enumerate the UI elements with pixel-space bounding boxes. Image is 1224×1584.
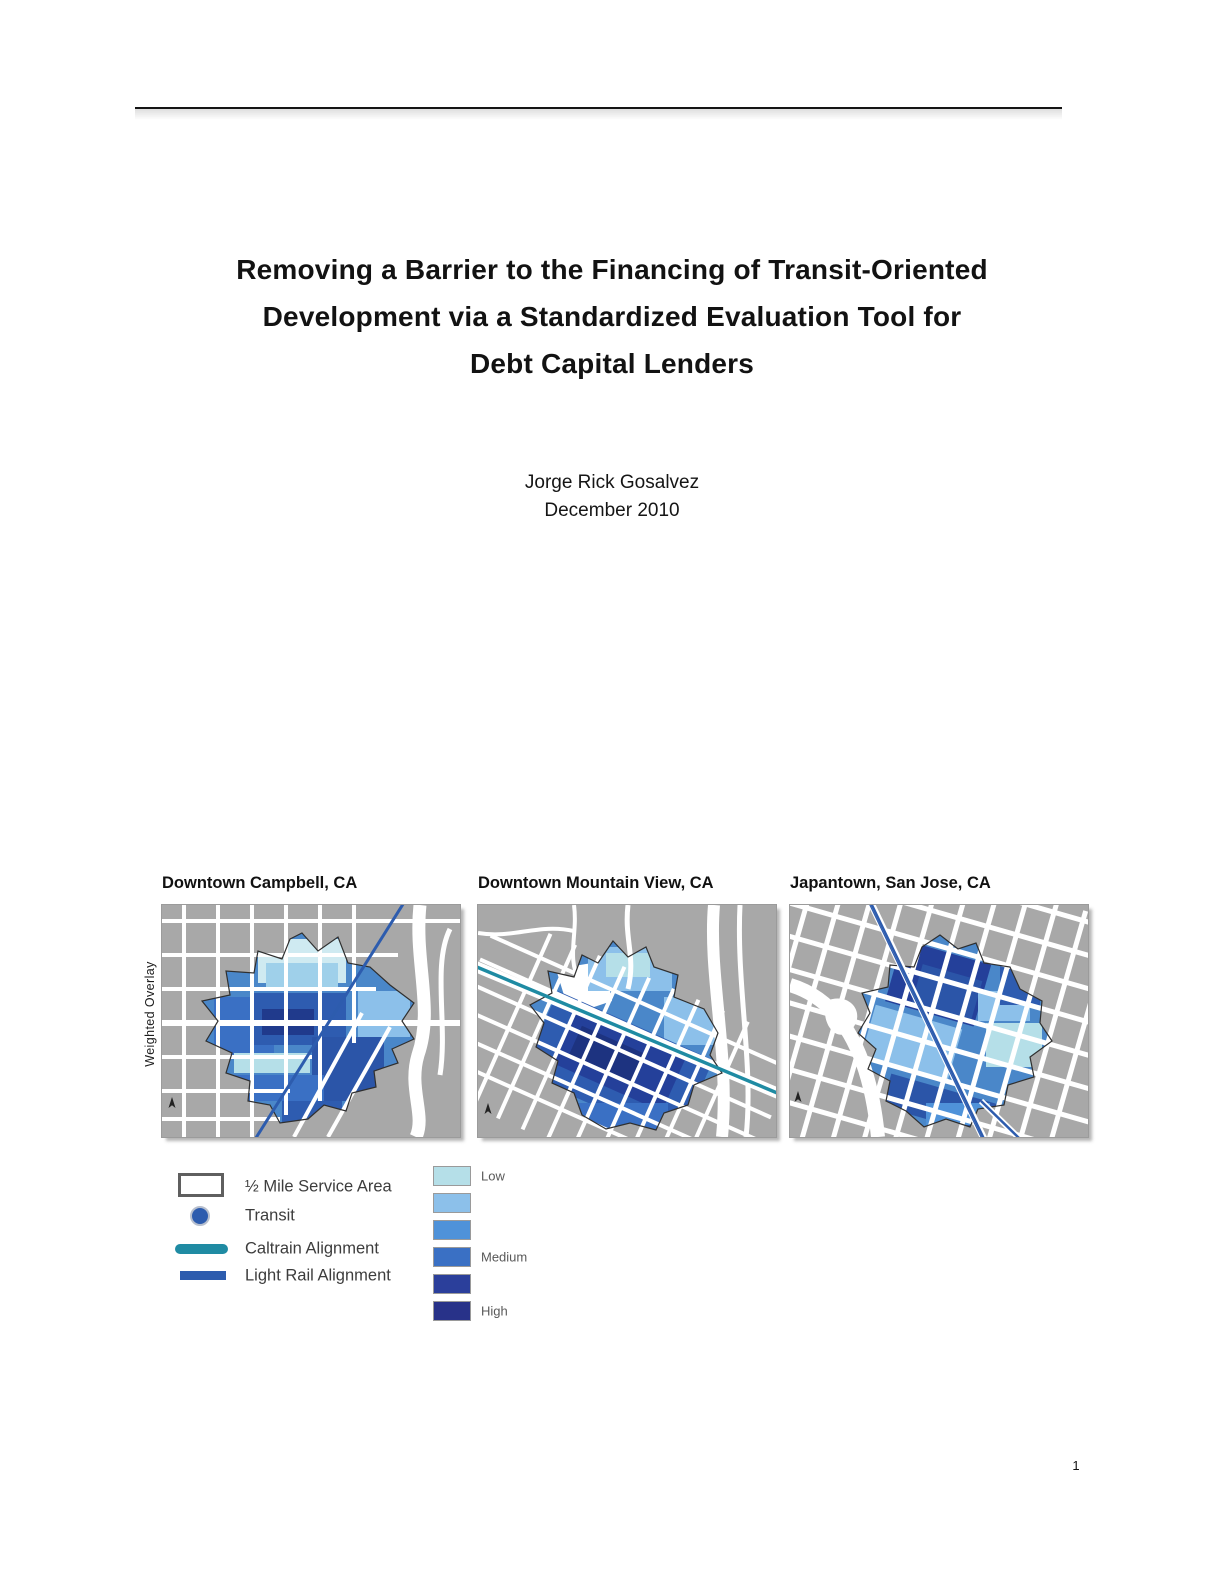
title-line-2: Development via a Standardized Evaluatio… [262, 301, 962, 332]
author-block: Jorge Rick Gosalvez December 2010 [6, 469, 1218, 525]
ramp-swatch-5 [433, 1274, 471, 1294]
service-area-boundary [200, 932, 415, 1124]
map-campbell-canvas [162, 905, 460, 1137]
service-area-swatch [178, 1173, 224, 1197]
north-arrow-icon [168, 1097, 176, 1108]
light-rail-line-swatch [180, 1271, 226, 1280]
legend-item-label: Light Rail Alignment [245, 1266, 391, 1285]
caltrain-line [478, 965, 776, 1095]
map-campbell [161, 904, 461, 1138]
ramp-swatch-4 [433, 1247, 471, 1267]
map-japantown-canvas [790, 905, 1088, 1137]
north-arrow-icon [484, 1103, 492, 1114]
north-arrow-icon [794, 1091, 802, 1102]
map-title-mountain-view: Downtown Mountain View, CA [478, 874, 714, 892]
light-rail-line [868, 905, 1023, 1137]
title-line-3: Debt Capital Lenders [469, 348, 755, 379]
ramp-label-low: Low [481, 1168, 505, 1184]
map-title-japantown: Japantown, San Jose, CA [790, 874, 991, 892]
map-mountain-view-canvas [478, 905, 776, 1137]
header-rule [135, 107, 1062, 109]
ramp-swatch-2 [433, 1193, 471, 1213]
street-grid [162, 905, 460, 1137]
author-date: December 2010 [544, 500, 680, 521]
ramp-swatch-1 [433, 1166, 471, 1186]
author-name: Jorge Rick Gosalvez [524, 472, 700, 493]
weighted-overlay-axis-label: Weighted Overlay [143, 961, 157, 1067]
service-area-boundary [529, 940, 723, 1131]
header-rule-shadow [135, 109, 1062, 120]
page-number: 1 [1072, 1458, 1080, 1473]
map-mountain-view [477, 904, 777, 1138]
ramp-swatch-6 [433, 1301, 471, 1321]
legend-item-label: Caltrain Alignment [245, 1239, 379, 1258]
map-japantown [789, 904, 1089, 1138]
ramp-label-medium: Medium [481, 1249, 528, 1265]
title-line-1: Removing a Barrier to the Financing of T… [236, 254, 988, 285]
legend-item-label: ½ Mile Service Area [245, 1177, 392, 1196]
ramp-label-high: High [481, 1303, 508, 1319]
map-title-campbell: Downtown Campbell, CA [162, 874, 358, 892]
light-rail-line [254, 905, 405, 1137]
map-legend: ½ Mile Service Area Transit Caltrain Ali… [160, 1160, 430, 1284]
caltrain-line-swatch [175, 1244, 228, 1254]
legend-item-label: Transit [245, 1206, 295, 1225]
weighted-overlay-ramp: Low Medium High [433, 1160, 643, 1330]
street-grid [790, 905, 1088, 1137]
paper-title: Removing a Barrier to the Financing of T… [6, 246, 1218, 387]
transit-icon [190, 1206, 210, 1226]
service-area-boundary [857, 934, 1053, 1128]
ramp-swatch-3 [433, 1220, 471, 1240]
